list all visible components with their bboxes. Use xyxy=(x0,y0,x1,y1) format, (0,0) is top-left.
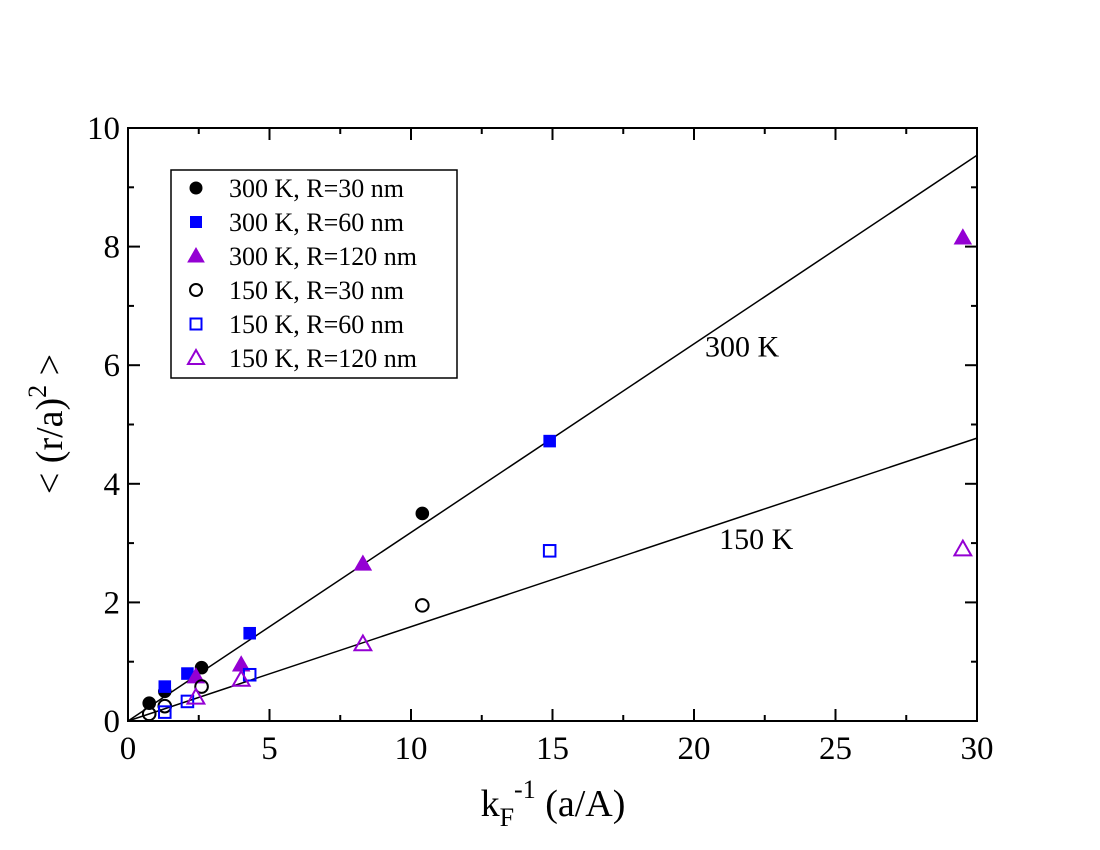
y-axis-title-rest: > xyxy=(29,354,71,385)
data-point-s2-p2 xyxy=(353,554,373,571)
annotation-label-0: 300 K xyxy=(705,330,780,363)
legend-marker-3 xyxy=(189,283,203,297)
tick-labels: 0 5 10 15 20 25 30 0 2 4 6 8 10 xyxy=(87,111,994,767)
x-tick-label: 25 xyxy=(819,731,852,767)
data-point-s4-p0 xyxy=(158,705,172,719)
y-axis-title-superscript: 2 xyxy=(23,385,52,398)
x-tick-label: 5 xyxy=(261,731,278,767)
data-point-s5-p1 xyxy=(231,669,252,687)
x-axis-title-subscript: F xyxy=(500,803,514,832)
data-point-s5-p0 xyxy=(185,686,207,705)
y-tick-label: 10 xyxy=(87,111,120,147)
legend-label-2: 300 K, R=120 nm xyxy=(229,242,417,271)
x-axis-title: kF-1 (a/A) xyxy=(481,775,626,832)
y-axis-title: < (r/a)2 > xyxy=(23,354,71,494)
legend-label-3: 150 K, R=30 nm xyxy=(229,276,404,305)
data-point-s5-p3 xyxy=(952,538,973,557)
data-point-s2-p3 xyxy=(953,228,973,245)
x-tick-label: 30 xyxy=(961,731,994,767)
line-annotations: 300 K 150 K xyxy=(705,330,794,556)
data-point-s4-p3 xyxy=(542,544,557,558)
data-point-s3-p3 xyxy=(415,598,430,613)
y-tick-label: 8 xyxy=(104,230,121,266)
x-axis-title-main: k xyxy=(481,783,500,825)
x-tick-label: 10 xyxy=(395,731,428,767)
y-tick-label: 0 xyxy=(104,704,121,740)
fit-line-1 xyxy=(127,437,978,722)
data-point-s1-p0 xyxy=(158,680,172,693)
legend-label-4: 150 K, R=60 nm xyxy=(229,310,404,339)
legend-marker-5 xyxy=(186,347,206,365)
legend-marker-2 xyxy=(187,246,205,263)
legend: 300 K, R=30 nm 300 K, R=60 nm 300 K, R=120… xyxy=(170,169,458,379)
x-tick-label: 0 xyxy=(120,731,137,767)
legend-label-1: 300 K, R=60 nm xyxy=(229,208,404,237)
legend-label-0: 300 K, R=30 nm xyxy=(229,174,404,203)
annotation-label-1: 150 K xyxy=(719,523,794,556)
legend-marker-0 xyxy=(189,181,203,195)
data-point-s1-p2 xyxy=(243,626,256,640)
y-tick-label: 4 xyxy=(104,467,121,503)
axis-ticks xyxy=(127,127,978,722)
data-point-s1-p3 xyxy=(543,434,556,448)
legend-marker-4 xyxy=(189,317,203,331)
data-point-s0-p3 xyxy=(415,506,430,521)
legend-marker-1 xyxy=(190,216,202,228)
y-tick-label: 2 xyxy=(104,585,121,621)
data-point-s5-p2 xyxy=(352,633,374,652)
data-point-s0-p0 xyxy=(142,696,157,711)
data-points xyxy=(141,228,973,722)
data-point-s3-p2 xyxy=(194,679,209,694)
x-tick-label: 15 xyxy=(536,731,569,767)
legend-box xyxy=(170,169,458,379)
data-point-s0-p2 xyxy=(194,660,209,675)
legend-label-5: 150 K, R=120 nm xyxy=(229,344,417,373)
x-tick-label: 20 xyxy=(678,731,711,767)
x-axis-title-rest: (a/A) xyxy=(536,783,626,825)
y-axis-title-main: < (r/a) xyxy=(29,398,71,494)
y-tick-label: 6 xyxy=(104,348,121,384)
x-axis-title-superscript: -1 xyxy=(514,775,536,804)
data-point-s4-p1 xyxy=(180,694,195,709)
